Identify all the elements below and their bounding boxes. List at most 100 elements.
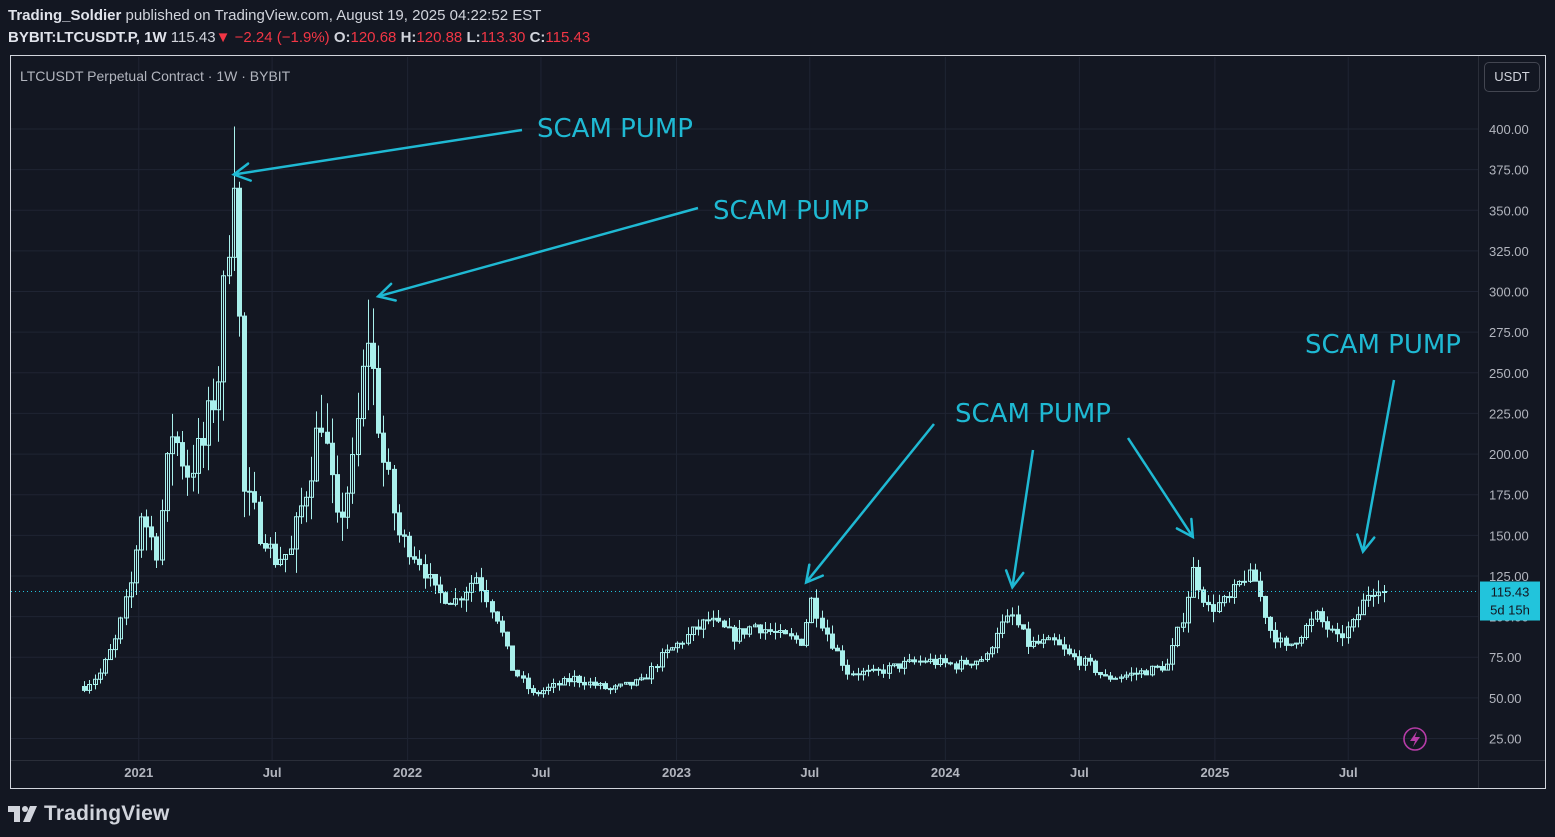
candle-body — [1346, 626, 1351, 639]
candle-body — [381, 432, 386, 463]
annotation-label: SCAM PUMP — [537, 114, 693, 144]
candle-body — [211, 400, 216, 411]
candle-body — [191, 472, 196, 478]
candle-body — [979, 659, 984, 662]
candle-body — [639, 677, 644, 681]
candle-body — [608, 688, 613, 691]
candle-body — [1052, 637, 1057, 641]
candle-body — [706, 619, 711, 622]
candle-body — [990, 647, 995, 655]
y-tick-label: 150.00 — [1489, 528, 1529, 543]
candle-body — [294, 516, 299, 550]
candle-body — [160, 510, 165, 561]
candle-body — [588, 681, 593, 686]
candle-body — [670, 647, 675, 651]
candle-body — [938, 658, 943, 666]
candle-body — [644, 677, 649, 680]
candle-body — [969, 663, 974, 666]
candle-body — [804, 622, 809, 646]
candle-body — [252, 491, 257, 503]
candle-body — [680, 642, 685, 645]
candle-body — [964, 659, 969, 665]
candle-body — [954, 663, 959, 670]
bar-countdown: 5d 15h — [1490, 603, 1530, 618]
candle-body — [407, 535, 412, 558]
candle-body — [1309, 618, 1314, 626]
annotation-label: SCAM PUMP — [713, 196, 869, 226]
candle-body — [386, 461, 391, 470]
tradingview-logo-icon — [8, 804, 38, 824]
y-tick-label: 25.00 — [1489, 732, 1522, 747]
candle-body — [629, 681, 634, 686]
candle-body — [536, 691, 541, 695]
x-tick-label: Jul — [263, 765, 282, 780]
candle-body — [474, 577, 479, 584]
candle-body — [737, 628, 742, 642]
candle-body — [232, 187, 237, 258]
candle-body — [309, 480, 314, 498]
x-tick-label: Jul — [1070, 765, 1089, 780]
candle-body — [727, 626, 732, 629]
candle-body — [861, 670, 866, 676]
candle-body — [830, 633, 835, 649]
candle-body — [928, 658, 933, 663]
candle-body — [758, 624, 763, 634]
lightning-icon-ring[interactable] — [1403, 727, 1427, 751]
candle-body — [1294, 642, 1299, 645]
candle-body — [789, 633, 794, 637]
candle-body — [918, 660, 923, 663]
candle-body — [1005, 615, 1010, 623]
candle-body — [995, 632, 1000, 649]
x-tick-label: 2024 — [931, 765, 961, 780]
candle-body — [242, 315, 247, 492]
candle-body — [1031, 640, 1036, 647]
candle-body — [840, 650, 845, 666]
candle-body — [278, 558, 283, 566]
candle-body — [247, 490, 252, 493]
annotation-arrow — [1361, 379, 1396, 552]
candle-body — [665, 649, 670, 654]
candle-body — [149, 526, 154, 538]
candle-body — [582, 681, 587, 686]
candle-body — [376, 367, 381, 434]
candle-body — [1113, 677, 1118, 680]
currency-unit-button[interactable]: USDT — [1484, 62, 1540, 92]
candle-body — [304, 496, 309, 507]
annotation-arrow — [805, 423, 935, 584]
candle-body — [876, 668, 881, 671]
candle-body — [325, 431, 330, 444]
candle-body — [1021, 624, 1026, 630]
candle-body — [1088, 657, 1093, 662]
low-label: L: — [466, 29, 481, 46]
candle-body — [753, 624, 758, 628]
candle-body — [1263, 595, 1268, 618]
candle-body — [113, 638, 118, 651]
candle-body — [1057, 639, 1062, 646]
candle-body — [799, 638, 804, 646]
author-name[interactable]: Trading_Soldier — [8, 7, 122, 24]
tradingview-brand: TradingView — [44, 802, 170, 825]
candle-body — [1119, 676, 1124, 679]
candle-body — [490, 601, 495, 613]
candle-body — [108, 649, 113, 661]
candle-body — [98, 672, 103, 680]
candle-body — [1155, 665, 1160, 668]
candle-body — [397, 512, 402, 536]
candle-body — [1175, 626, 1180, 647]
tradingview-logo[interactable]: TradingView — [8, 801, 170, 827]
candle-body — [567, 678, 572, 683]
candle-body — [1320, 611, 1325, 623]
candle-body — [1201, 589, 1206, 603]
candle-body — [1150, 665, 1155, 676]
last-price: 115.43 — [170, 29, 216, 46]
candle-body — [649, 666, 654, 680]
candle-body — [634, 679, 639, 686]
y-tick-label: 225.00 — [1489, 406, 1529, 421]
last-price-tag[interactable] — [1480, 581, 1540, 621]
y-tick-label: 325.00 — [1489, 244, 1529, 259]
candle-body — [459, 598, 464, 601]
candle-body — [1325, 621, 1330, 630]
candle-body — [1371, 594, 1376, 597]
candle-body — [562, 678, 567, 686]
